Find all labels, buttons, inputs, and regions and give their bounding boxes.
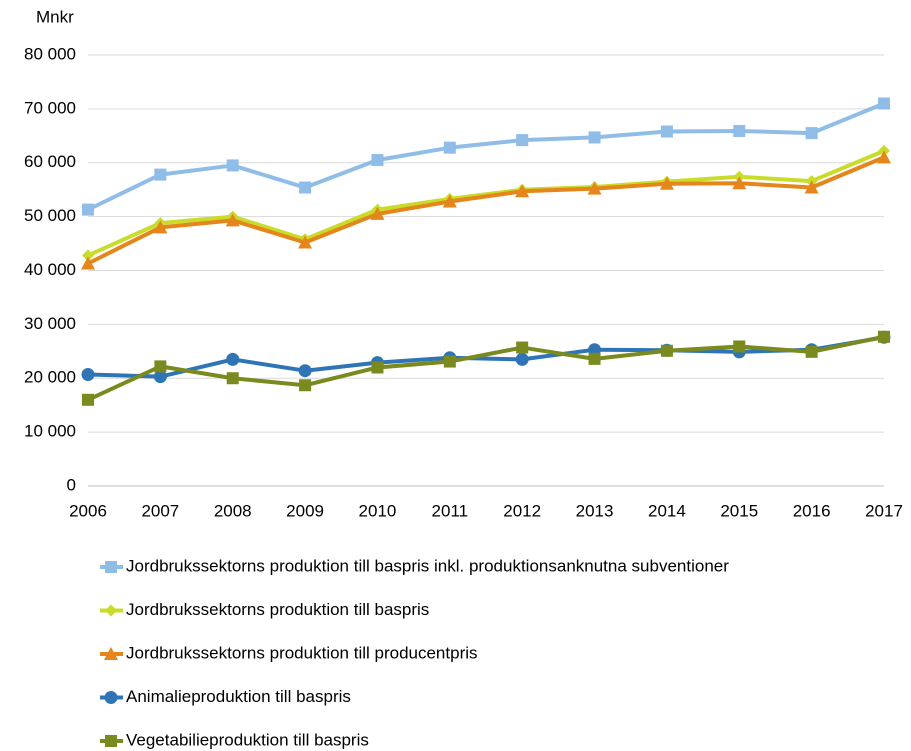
legend-marker xyxy=(104,647,118,660)
y-tick-label: 30 000 xyxy=(24,314,76,333)
y-tick-label: 50 000 xyxy=(24,206,76,225)
y-axis-label: Mnkr xyxy=(36,7,74,26)
x-tick-label: 2008 xyxy=(214,501,252,520)
y-tick-label: 20 000 xyxy=(24,368,76,387)
data-point xyxy=(659,176,674,190)
data-point xyxy=(371,361,384,374)
data-point xyxy=(878,330,890,343)
x-tick-label: 2015 xyxy=(720,501,758,520)
data-point xyxy=(299,181,312,194)
legend-marker xyxy=(105,735,117,747)
data-point xyxy=(877,150,891,164)
x-tick-label: 2009 xyxy=(286,501,324,520)
data-point xyxy=(805,127,818,140)
y-tick-label: 80 000 xyxy=(24,44,76,63)
y-tick-label: 0 xyxy=(67,475,76,494)
data-point xyxy=(82,249,94,262)
legend-marker xyxy=(104,691,118,704)
data-point xyxy=(804,180,819,194)
data-point xyxy=(371,154,384,167)
data-point xyxy=(81,256,95,270)
x-tick-label: 2013 xyxy=(576,501,614,520)
data-point xyxy=(588,352,601,365)
data-point xyxy=(298,364,312,378)
data-point xyxy=(516,134,529,147)
series-line xyxy=(87,101,885,212)
x-tick-label: 2010 xyxy=(359,501,397,520)
data-point xyxy=(443,355,456,368)
legend-label: Jordbrukssektorns produktion till produc… xyxy=(126,643,478,662)
series-line xyxy=(87,335,885,379)
data-point xyxy=(82,203,94,216)
legend-label: Vegetabilieproduktion till baspris xyxy=(126,730,369,749)
x-tick-label: 2011 xyxy=(432,501,469,520)
data-point xyxy=(515,352,529,366)
data-point xyxy=(153,370,167,384)
data-point xyxy=(660,344,673,357)
y-tick-label: 40 000 xyxy=(24,260,76,279)
data-point xyxy=(660,125,673,138)
x-tick-label: 2014 xyxy=(648,501,686,520)
data-point xyxy=(733,124,746,137)
legend-marker xyxy=(105,561,117,573)
data-point xyxy=(515,184,530,198)
y-tick-label: 70 000 xyxy=(24,98,76,117)
data-point xyxy=(225,213,240,227)
x-tick-label: 2016 xyxy=(793,501,831,520)
data-point xyxy=(805,345,818,358)
data-point xyxy=(226,372,239,385)
data-point xyxy=(82,393,94,406)
data-point xyxy=(226,352,240,366)
x-tick-label: 2006 xyxy=(69,501,107,520)
data-point xyxy=(81,367,95,381)
series-line xyxy=(87,155,885,266)
data-point xyxy=(733,340,746,353)
legend-label: Jordbrukssektorns produktion till baspri… xyxy=(126,600,429,619)
y-tick-label: 10 000 xyxy=(24,422,76,441)
legend-label: Animalieproduktion till baspris xyxy=(126,687,351,706)
series-line xyxy=(87,149,885,258)
data-point xyxy=(588,131,601,144)
legend-label: Jordbrukssektorns produktion till baspri… xyxy=(126,556,729,575)
data-point xyxy=(226,159,239,172)
x-tick-label: 2012 xyxy=(503,501,541,520)
legend-marker xyxy=(105,604,117,617)
series-line xyxy=(87,334,885,402)
data-point xyxy=(154,360,167,373)
data-point xyxy=(370,206,385,220)
y-tick-label: 60 000 xyxy=(24,152,76,171)
data-point xyxy=(878,97,890,110)
x-tick-label: 2007 xyxy=(141,501,179,520)
data-point xyxy=(154,168,167,181)
data-point xyxy=(299,379,312,392)
data-point xyxy=(732,176,747,190)
data-point xyxy=(587,181,602,195)
data-point xyxy=(298,235,313,249)
data-point xyxy=(442,194,457,208)
data-point xyxy=(443,141,456,154)
x-tick-label: 2017 xyxy=(865,501,903,520)
data-point xyxy=(516,341,529,354)
data-point xyxy=(153,220,168,234)
